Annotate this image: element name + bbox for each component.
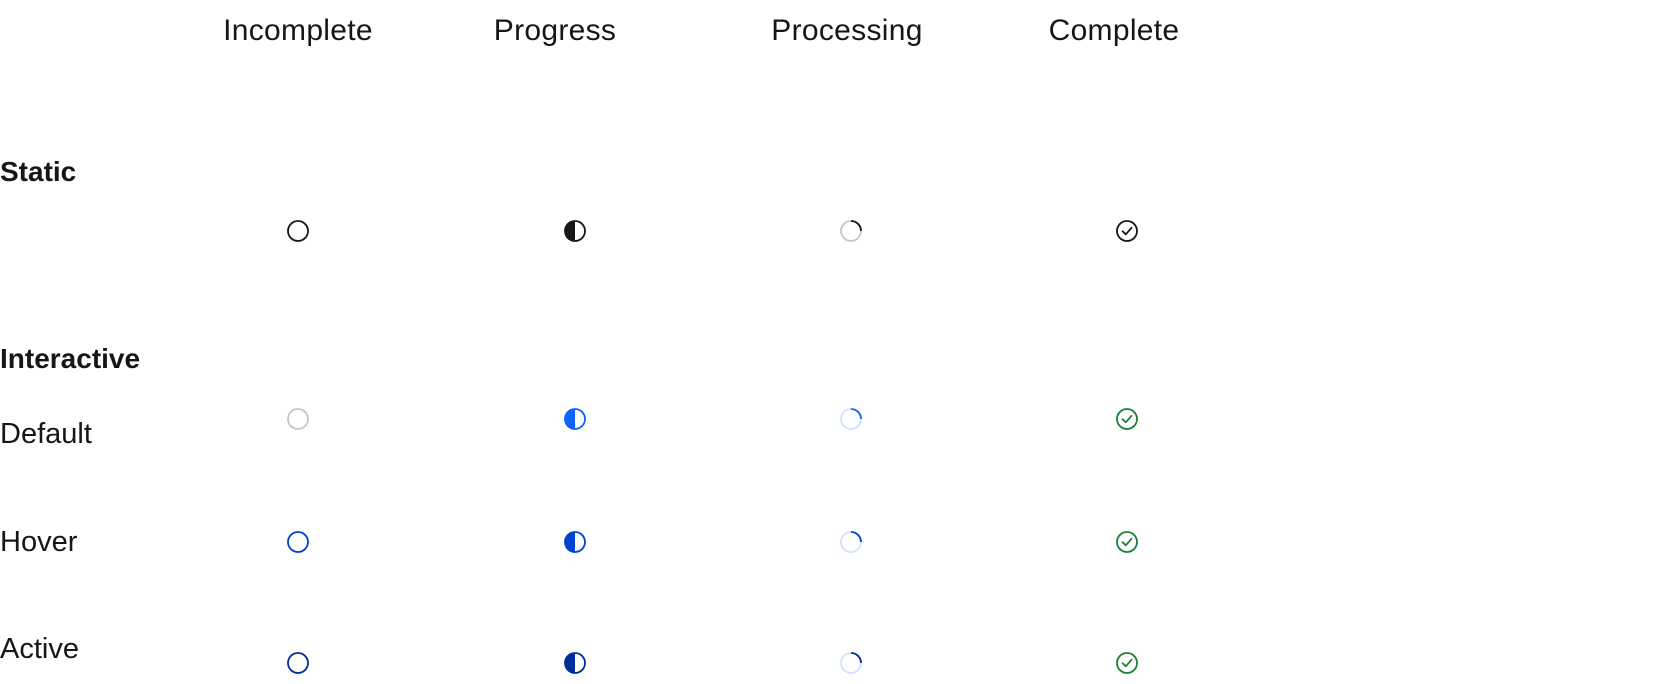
- half-filled-circle-icon[interactable]: [562, 529, 588, 555]
- processing-arc-icon[interactable]: [838, 406, 864, 432]
- column-header-incomplete: Incomplete: [223, 14, 373, 47]
- column-header-progress: Progress: [493, 14, 617, 47]
- row-label-hover: Hover: [0, 526, 78, 558]
- checkmark-circle-icon[interactable]: [1114, 529, 1140, 555]
- column-header-complete: Complete: [1048, 14, 1180, 47]
- circle-outline-icon[interactable]: [285, 406, 311, 432]
- column-header-processing: Processing: [771, 14, 923, 47]
- circle-outline-icon[interactable]: [285, 529, 311, 555]
- circle-outline-icon: [285, 218, 311, 244]
- section-interactive: Interactive: [0, 343, 141, 374]
- half-filled-circle-icon[interactable]: [562, 406, 588, 432]
- row-label-active: Active: [0, 633, 79, 665]
- checkmark-circle-icon: [1114, 218, 1140, 244]
- checkmark-circle-icon[interactable]: [1114, 650, 1140, 676]
- row-label-default: Default: [0, 418, 92, 450]
- section-static: Static: [0, 156, 77, 187]
- checkmark-circle-icon[interactable]: [1114, 406, 1140, 432]
- processing-arc-icon[interactable]: [838, 650, 864, 676]
- processing-arc-icon[interactable]: [838, 529, 864, 555]
- half-filled-circle-icon[interactable]: [562, 650, 588, 676]
- processing-arc-icon: [838, 218, 864, 244]
- half-filled-circle-icon: [562, 218, 588, 244]
- circle-outline-icon[interactable]: [285, 650, 311, 676]
